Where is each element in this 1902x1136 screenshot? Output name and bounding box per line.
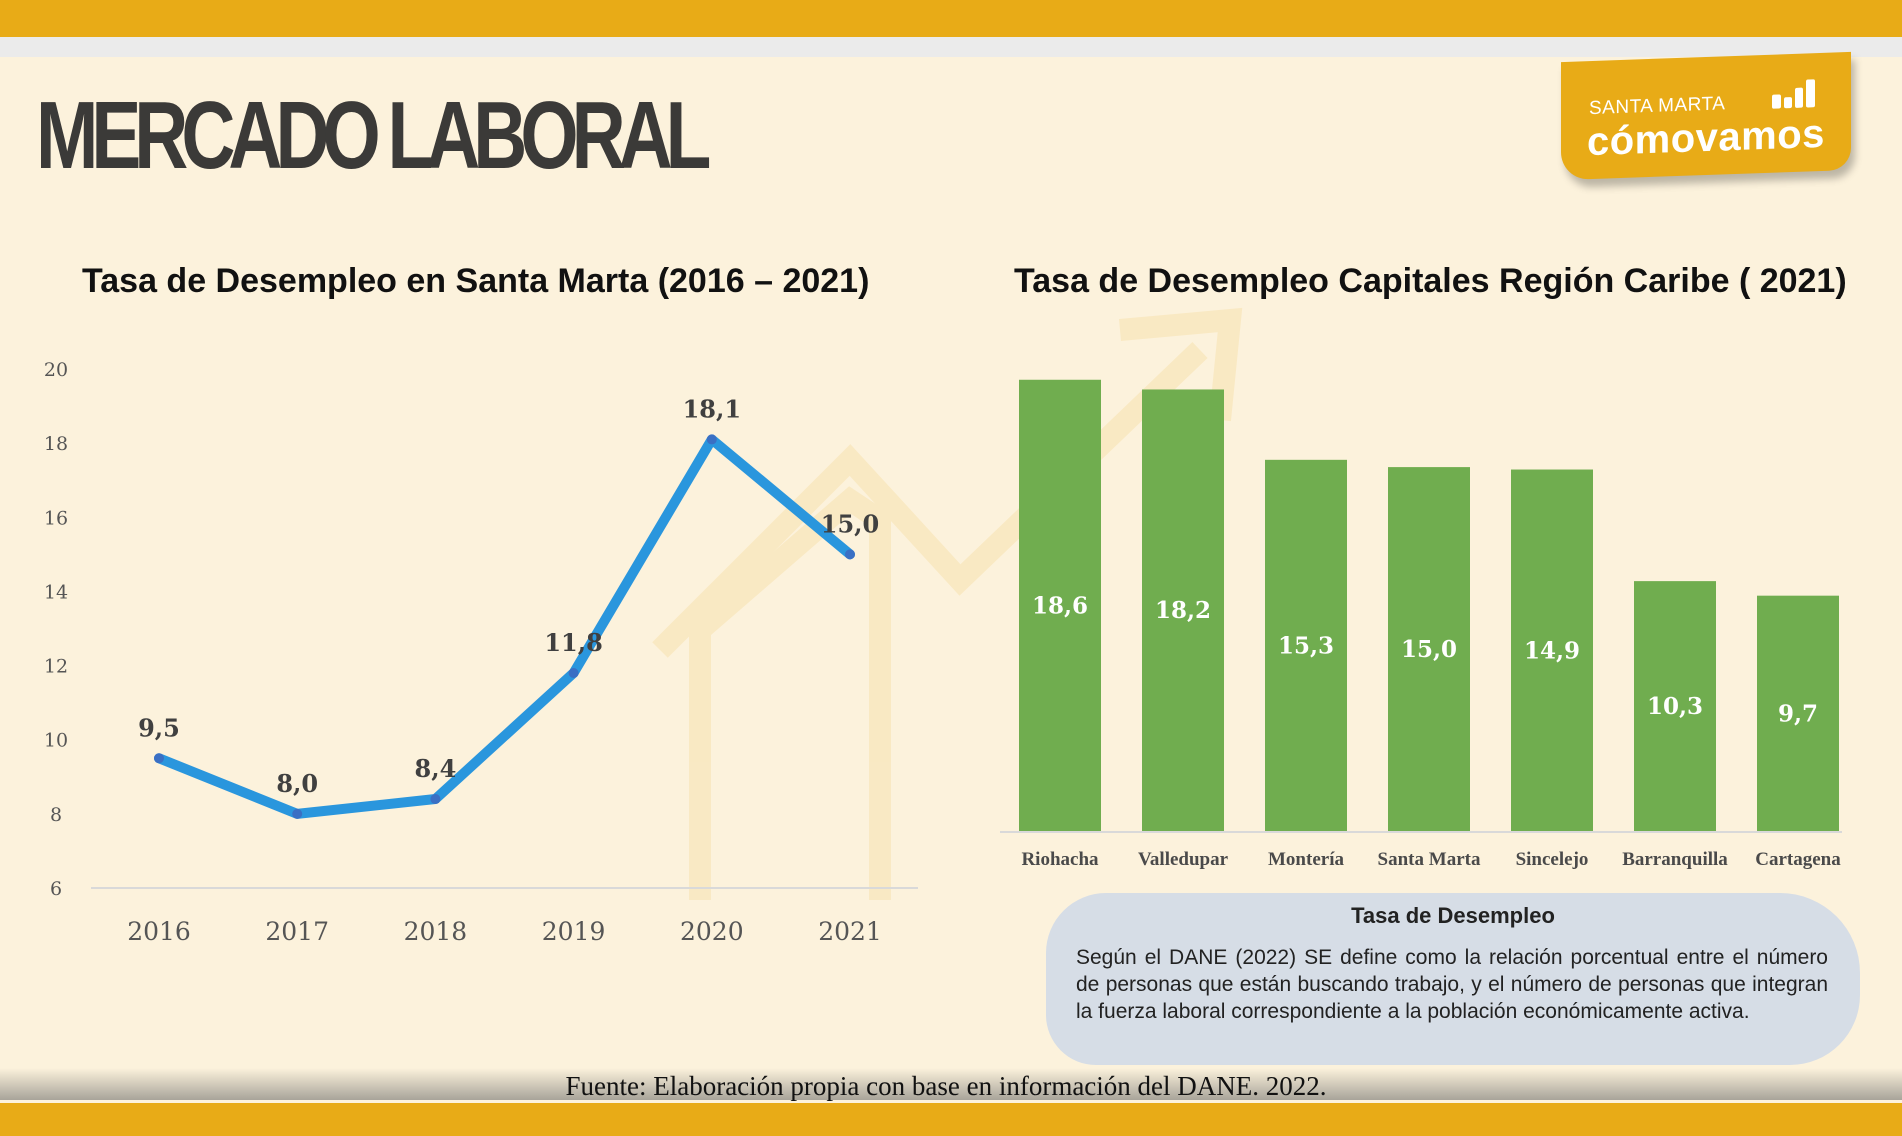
category-label: Santa Marta: [1378, 849, 1481, 870]
y-tick-label: 10: [44, 730, 68, 752]
bottom-shadow: [0, 1068, 1902, 1100]
data-label: 18,2: [1155, 597, 1211, 624]
category-label: Cartagena: [1755, 849, 1841, 870]
y-tick-label: 14: [44, 581, 68, 603]
y-tick-label: 20: [44, 359, 68, 381]
series-line: [154, 434, 855, 819]
bar-chart-icon: [1772, 79, 1815, 109]
bar: [1265, 459, 1347, 831]
bar: [1634, 581, 1716, 831]
category-label: Montería: [1268, 849, 1344, 870]
line-chart-title: Tasa de Desempleo en Santa Marta (2016 –…: [82, 262, 870, 300]
bar: [1388, 467, 1470, 831]
data-label: 15,0: [821, 509, 879, 538]
x-tick-label: 2016: [127, 917, 191, 946]
x-tick-label: 2017: [265, 917, 329, 946]
y-tick-label: 12: [44, 656, 68, 678]
data-label: 11,8: [544, 628, 602, 657]
bar: [1757, 595, 1839, 831]
data-point: [706, 434, 717, 445]
y-tick-label: 16: [44, 507, 68, 529]
data-point: [430, 794, 441, 805]
x-tick-label: 2020: [680, 917, 744, 946]
top-band: [0, 0, 1902, 37]
x-tick-label: 2018: [404, 917, 468, 946]
definition-title: Tasa de Desempleo: [1351, 903, 1555, 928]
bar-chart: 18,6 Riohacha 18,2 Valledupar 15,3 Montería 15…: [1000, 379, 1842, 870]
source-note: Fuente: Elaboración propia con base en i…: [565, 1071, 1327, 1101]
definition-text: Según el DANE (2022) SE define como la r…: [1076, 946, 1828, 1023]
definition-box: Tasa de Desempleo Según el DANE (2022) S…: [1046, 893, 1860, 1065]
bar: [1511, 469, 1593, 831]
category-label: Valledupar: [1138, 849, 1229, 870]
data-point: [845, 549, 855, 560]
data-label: 8,4: [415, 754, 457, 783]
category-label: Riohacha: [1021, 849, 1099, 870]
data-point: [568, 667, 579, 678]
bar-chart-title: Tasa de Desempleo Capitales Región Carib…: [1014, 262, 1847, 300]
data-label: 18,1: [683, 394, 741, 423]
page-title: MERCADO LABORAL: [36, 82, 711, 189]
data-label: 9,5: [138, 713, 180, 742]
y-tick-label: 6: [50, 878, 62, 900]
bar: [1019, 379, 1101, 831]
data-label: 10,3: [1647, 693, 1703, 720]
line-chart: 6 8 10 12 14 16 18 20 2016 2017 2018 2019 2020 2021 9,…: [44, 359, 918, 946]
x-tick-label: 2021: [818, 917, 882, 946]
data-label: 14,9: [1524, 637, 1580, 664]
category-label: Barranquilla: [1622, 849, 1728, 870]
x-tick-label: 2019: [542, 917, 606, 946]
data-label: 8,0: [276, 769, 318, 798]
data-label: 15,3: [1278, 632, 1334, 659]
data-label: 15,0: [1401, 636, 1457, 663]
data-point: [292, 808, 303, 819]
logo: SANTA MARTA cómovamos: [1561, 51, 1851, 181]
data-label: 18,6: [1032, 592, 1088, 619]
bar: [1142, 389, 1224, 831]
bottom-band: [0, 1103, 1902, 1136]
category-label: Sincelejo: [1516, 849, 1589, 870]
data-point: [154, 753, 164, 764]
top-strip: [0, 37, 1902, 57]
data-label: 9,7: [1778, 700, 1818, 727]
y-tick-label: 18: [44, 433, 68, 455]
y-tick-label: 8: [50, 804, 62, 826]
